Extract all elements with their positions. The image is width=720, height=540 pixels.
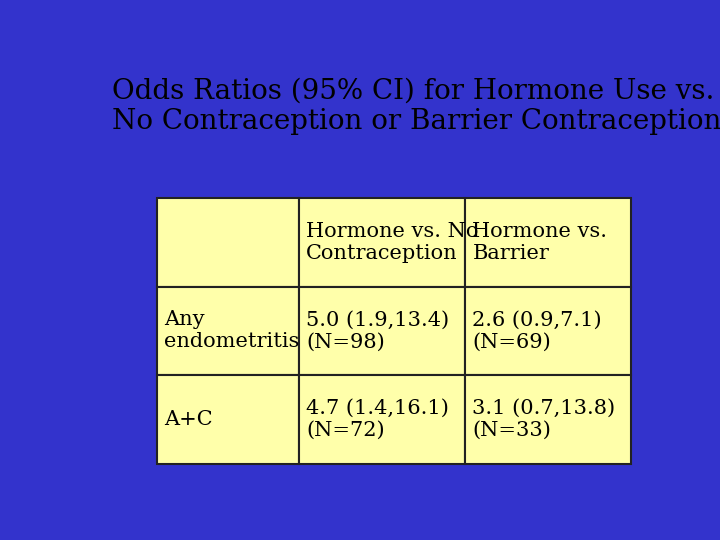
Text: 4.7 (1.4,16.1)
(N=72): 4.7 (1.4,16.1) (N=72) [307, 399, 449, 440]
Text: Hormone vs.
Barrier: Hormone vs. Barrier [472, 222, 608, 262]
Text: Hormone vs. No
Contraception: Hormone vs. No Contraception [307, 222, 479, 262]
FancyBboxPatch shape [157, 287, 300, 375]
FancyBboxPatch shape [157, 375, 300, 464]
Text: A+C: A+C [164, 410, 212, 429]
FancyBboxPatch shape [300, 287, 465, 375]
Text: Odds Ratios (95% CI) for Hormone Use vs.
No Contraception or Barrier Contracepti: Odds Ratios (95% CI) for Hormone Use vs.… [112, 77, 720, 136]
Text: Any
endometritis: Any endometritis [164, 310, 300, 352]
FancyBboxPatch shape [465, 198, 631, 287]
FancyBboxPatch shape [157, 198, 300, 287]
Text: 2.6 (0.9,7.1)
(N=69): 2.6 (0.9,7.1) (N=69) [472, 310, 602, 352]
FancyBboxPatch shape [465, 287, 631, 375]
Text: 5.0 (1.9,13.4)
(N=98): 5.0 (1.9,13.4) (N=98) [307, 310, 449, 352]
Text: 3.1 (0.7,13.8)
(N=33): 3.1 (0.7,13.8) (N=33) [472, 399, 616, 440]
FancyBboxPatch shape [465, 375, 631, 464]
FancyBboxPatch shape [300, 198, 465, 287]
FancyBboxPatch shape [300, 375, 465, 464]
